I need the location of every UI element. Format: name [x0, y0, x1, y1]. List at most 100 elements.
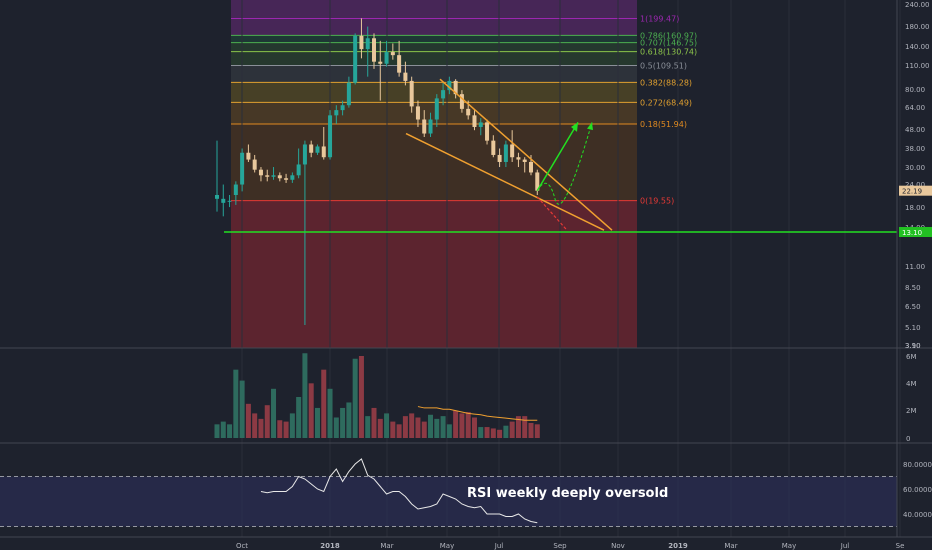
- fib-zone: [231, 51, 637, 66]
- candle-body: [428, 119, 433, 134]
- candle-body: [328, 115, 333, 158]
- candle-body: [315, 146, 320, 153]
- candle-body: [409, 80, 414, 107]
- volume-bar: [302, 353, 308, 438]
- candle-body: [284, 178, 289, 180]
- time-tick-label: Mar: [380, 542, 393, 550]
- candle-body: [422, 119, 427, 134]
- volume-bar: [390, 421, 396, 438]
- volume-bar: [465, 412, 471, 438]
- volume-bar: [352, 358, 358, 438]
- time-tick-label: Sep: [553, 542, 567, 550]
- fib-zone: [231, 0, 637, 19]
- time-tick-label: 2019: [668, 542, 688, 550]
- price-tick-label: 8.50: [905, 284, 921, 292]
- price-tick-label: 3.10: [905, 342, 921, 350]
- volume-bar: [409, 413, 415, 438]
- volume-bar: [258, 418, 264, 438]
- wedge-upper-line: [439, 78, 613, 231]
- volume-bar: [421, 421, 427, 438]
- volume-bar: [402, 416, 408, 438]
- candle-body: [535, 172, 540, 191]
- candles: [215, 18, 540, 326]
- volume-bar: [459, 413, 465, 438]
- fib-label: 0.618(130.74): [640, 48, 697, 57]
- volume-pane: [0, 347, 932, 438]
- bear-arrow: [536, 196, 567, 230]
- candle-body: [365, 38, 370, 50]
- rsi-line: [260, 458, 538, 524]
- candle-body: [441, 90, 446, 99]
- volume-bar: [453, 410, 459, 438]
- candle-body: [258, 169, 263, 176]
- volume-bar: [333, 417, 339, 438]
- candle-body: [491, 140, 496, 155]
- candle-body: [378, 61, 383, 64]
- price-tick-label: 5.10: [905, 324, 921, 332]
- fib-zone: [231, 200, 637, 348]
- volume-bar: [509, 421, 515, 438]
- trend-drawings: [224, 78, 897, 233]
- candle-body: [397, 55, 402, 73]
- volume-bar: [497, 429, 503, 438]
- candle-body: [390, 52, 395, 56]
- volume-bar: [490, 428, 496, 438]
- volume-bar: [327, 388, 333, 438]
- time-tick-label: Oct: [236, 542, 248, 550]
- candle-body: [271, 175, 276, 177]
- volume-bar: [346, 402, 352, 438]
- time-tick-label: Nov: [611, 542, 625, 550]
- candle-body: [403, 72, 408, 81]
- volume-bar: [340, 407, 346, 438]
- price-tick-label: 140.00: [905, 43, 930, 51]
- candle-body: [321, 146, 326, 158]
- price-tick-label: 110.00: [905, 62, 930, 70]
- fib-label: 0.707(146.75): [640, 39, 697, 48]
- candle-body: [522, 159, 527, 162]
- candle-body: [372, 38, 376, 62]
- volume-bar: [534, 424, 540, 438]
- time-tick-label: Mar: [724, 542, 737, 550]
- time-tick-label: 2018: [320, 542, 340, 550]
- price-tick-label: 24.00: [905, 181, 925, 189]
- volume-bar: [371, 407, 377, 438]
- candle-body: [497, 154, 502, 162]
- candle-body: [221, 198, 226, 203]
- volume-tick-label: 6M: [906, 353, 917, 361]
- price-tick-label: 3.90: [905, 342, 921, 350]
- time-tick-label: Jul: [494, 542, 504, 550]
- fib-zone: [231, 82, 637, 103]
- volume-tick-label: 2M: [906, 407, 917, 415]
- price-tick-label: 240.00: [905, 1, 930, 9]
- fib-label: 1(199.47): [640, 15, 679, 24]
- volume-tick-label: 4M: [906, 380, 917, 388]
- volume-bar: [434, 418, 440, 438]
- rsi-tick-label: 80.0000: [903, 461, 932, 469]
- fib-label: 0.5(109.51): [640, 62, 687, 71]
- candle-body: [415, 106, 420, 120]
- time-tick-label: May: [440, 542, 454, 550]
- volume-bar: [264, 405, 270, 438]
- candle-body: [296, 164, 301, 176]
- price-tick-label: 18.00: [905, 204, 925, 212]
- fib-zone: [231, 18, 637, 36]
- candle-body: [233, 184, 238, 196]
- arrowhead: [587, 122, 593, 131]
- fib-label: 0.272(68.49): [640, 98, 692, 107]
- fib-label: 0.786(160.97): [640, 31, 697, 40]
- fib-label: 0.18(51.94): [640, 120, 687, 129]
- fib-lines: [231, 18, 637, 202]
- arrowhead: [571, 122, 578, 132]
- candle-body: [447, 80, 452, 91]
- volume-bar: [358, 356, 364, 438]
- volume-bar: [428, 414, 434, 438]
- candle-body: [353, 35, 358, 83]
- volume-bar: [384, 413, 390, 438]
- support-price-badge: [899, 227, 932, 238]
- candle-body: [516, 157, 521, 160]
- candle-body: [334, 110, 339, 116]
- candle-body: [478, 122, 483, 127]
- bull-arrow: [536, 122, 579, 192]
